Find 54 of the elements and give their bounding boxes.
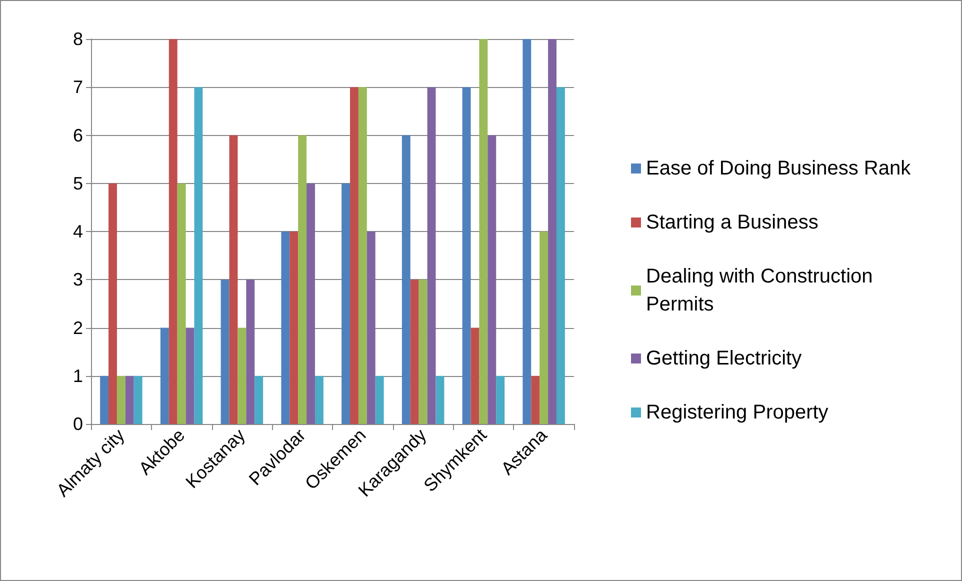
bar [116,376,126,424]
y-tick-label: 5 [72,173,83,194]
bar [100,376,109,424]
bar [281,232,290,424]
bar [488,135,496,424]
bar [186,328,194,424]
legend-label: Ease of Doing Business Rank [646,158,912,180]
bar [556,87,565,424]
bar [462,87,471,424]
y-tick-label: 7 [72,77,83,98]
bar [290,232,298,424]
bar [298,135,307,424]
bar [254,376,264,424]
bar [108,183,117,424]
bar [350,87,358,424]
y-tick-label: 4 [72,222,83,242]
bar [342,183,350,424]
bar [540,232,548,424]
bar [366,232,376,424]
bar [314,376,324,424]
bar [177,183,186,424]
bar [306,183,315,424]
bar [125,376,134,424]
bar [548,39,556,424]
bar [358,87,367,424]
legend-label: Registering Property [646,402,828,424]
legend-label: Dealing with Construction Permits [646,266,878,316]
y-tick-label: 8 [72,29,83,49]
bar [375,376,384,424]
legend-label: Getting Electricity [646,348,802,370]
bar [220,280,230,424]
bar [229,135,238,424]
bar [522,39,532,424]
bar [470,328,480,424]
bar [427,87,436,424]
y-tick-label: 6 [72,125,83,146]
bar [194,87,203,424]
y-tick-label: 3 [72,270,83,290]
bar [479,39,488,424]
bar [134,376,142,424]
bar [246,280,255,424]
bar [238,328,246,424]
legend-label: Starting a Business [646,212,818,234]
y-tick-label: 1 [72,366,83,386]
bar [436,376,444,424]
bar [410,280,419,424]
bar [168,39,178,424]
bar [402,135,410,424]
bar [531,376,540,424]
bar [160,328,169,424]
bar [496,376,505,424]
y-tick-label: 0 [72,414,83,434]
bar [418,280,428,424]
y-tick-label: 2 [72,318,83,338]
